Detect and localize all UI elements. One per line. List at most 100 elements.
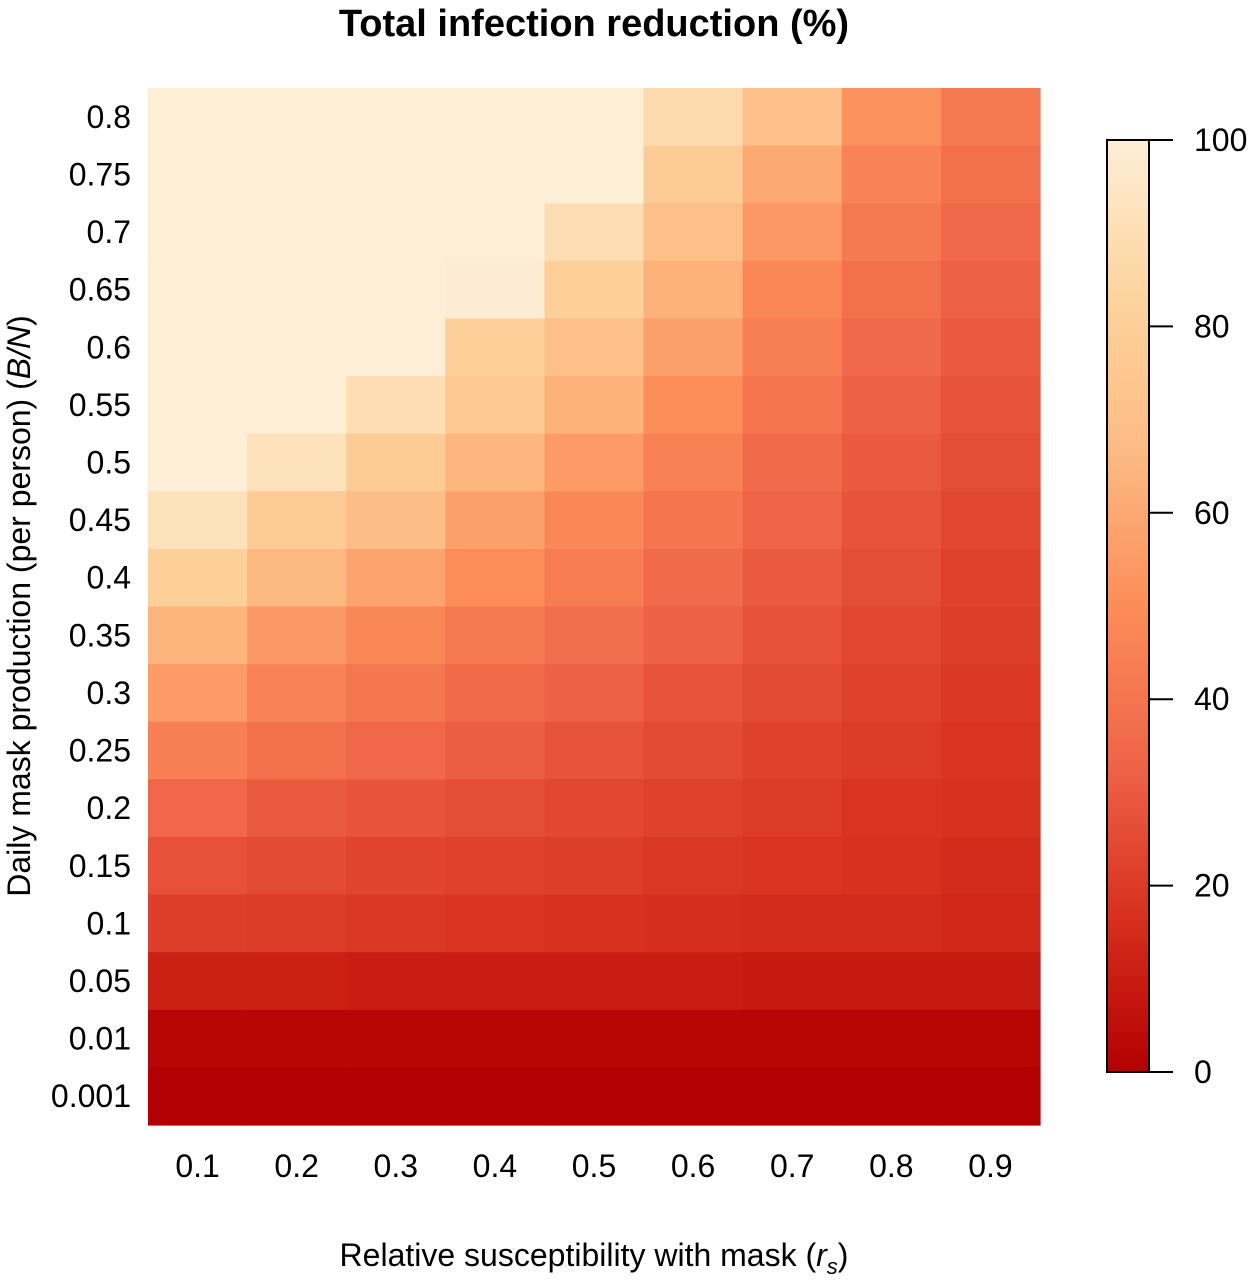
heatmap-cell: [841, 318, 942, 377]
heatmap-cell: [346, 721, 446, 780]
heatmap-cell: [841, 145, 942, 204]
heatmap-cell: [742, 606, 843, 665]
heatmap-cell: [148, 606, 248, 665]
heatmap-cell: [247, 260, 347, 320]
heatmap-cell: [940, 145, 1041, 204]
heatmap-cell: [445, 548, 546, 608]
heatmap-cell: [742, 721, 843, 780]
heatmap-cell: [940, 1009, 1041, 1068]
heatmap-cell: [346, 260, 446, 320]
heatmap-cell: [346, 1067, 446, 1126]
y-tick-label: 0.1: [87, 905, 131, 941]
heatmap-cell: [247, 894, 347, 953]
heatmap-cell: [544, 1067, 645, 1126]
heatmap-cell: [742, 260, 843, 320]
heatmap-cell: [940, 952, 1041, 1011]
heatmap-cell: [544, 376, 645, 435]
heatmap-cell: [742, 779, 843, 838]
heatmap-cell: [742, 376, 843, 435]
heatmap-cell: [445, 779, 546, 838]
heatmap-cell: [841, 606, 942, 665]
heatmap-cell: [247, 1067, 347, 1126]
y-tick-label: 0.01: [69, 1021, 131, 1057]
heatmap-cell: [346, 318, 446, 377]
heatmap-cell: [544, 721, 645, 780]
heatmap-cell: [841, 548, 942, 608]
heatmap-cell: [544, 548, 645, 608]
heatmap-cell: [544, 606, 645, 665]
heatmap-cell: [445, 894, 546, 953]
heatmap-cell: [148, 1067, 248, 1126]
x-tick-label: 0.8: [869, 1148, 913, 1184]
colorbar-tick-label: 100: [1194, 122, 1247, 158]
heatmap-cell: [940, 260, 1041, 320]
heatmap-cell: [841, 836, 942, 896]
heatmap-cell: [247, 145, 347, 204]
y-axis-label-symbol: B/N: [1, 325, 37, 379]
heatmap-cell: [445, 606, 546, 665]
heatmap-cell: [445, 318, 546, 377]
y-tick-label: 0.45: [69, 502, 131, 538]
heatmap-cell: [148, 203, 248, 262]
heatmap-cell: [841, 376, 942, 435]
colorbar: [1106, 139, 1150, 1073]
y-tick-label: 0.65: [69, 272, 131, 308]
heatmap-cell: [148, 376, 248, 435]
x-tick-label: 0.3: [374, 1148, 418, 1184]
heatmap-cell: [247, 376, 347, 435]
heatmap-cell: [940, 1067, 1041, 1126]
heatmap-cell: [445, 721, 546, 780]
heatmap-cell: [742, 952, 843, 1011]
y-tick-label: 0.75: [69, 156, 131, 192]
heatmap-cell: [742, 548, 843, 608]
x-axis-label-subscript: s: [827, 1254, 838, 1279]
y-tick-label: 0.15: [69, 848, 131, 884]
heatmap-cell: [643, 260, 744, 320]
heatmap-cell: [247, 88, 347, 147]
heatmap-cell: [445, 376, 546, 435]
heatmap-cell: [346, 952, 446, 1011]
heatmap-cell: [148, 548, 248, 608]
heatmap-cell: [643, 1067, 744, 1126]
heatmap-cell: [148, 88, 248, 147]
heatmap-cell: [148, 433, 248, 492]
heatmap-cell: [346, 88, 446, 147]
heatmap-cell: [940, 491, 1041, 550]
heatmap-cell: [544, 952, 645, 1011]
heatmap-cell: [247, 203, 347, 262]
x-tick-label: 0.1: [175, 1148, 219, 1184]
heatmap-cell: [544, 779, 645, 838]
heatmap-cell: [742, 88, 843, 147]
heatmap-cell: [544, 491, 645, 550]
x-tick-label: 0.2: [274, 1148, 318, 1184]
heatmap-cell: [643, 1009, 744, 1068]
x-axis-label-symbol: r: [816, 1237, 828, 1273]
y-tick-label: 0.4: [87, 560, 131, 596]
colorbar-tick-label: 0: [1194, 1054, 1212, 1090]
heatmap-cell: [445, 203, 546, 262]
heatmap-cell: [643, 145, 744, 204]
heatmap-cell: [445, 145, 546, 204]
heatmap-cell: [841, 664, 942, 723]
heatmap-cell: [544, 88, 645, 147]
heatmap-cell: [247, 433, 347, 492]
heatmap-cell: [148, 664, 248, 723]
heatmap-cell: [445, 260, 546, 320]
heatmap-cell: [940, 779, 1041, 838]
heatmap-cell: [445, 88, 546, 147]
heatmap-cell: [247, 491, 347, 550]
heatmap-cell: [247, 664, 347, 723]
heatmap-cell: [544, 260, 645, 320]
heatmap-cell: [148, 894, 248, 953]
heatmap-cell: [742, 203, 843, 262]
heatmap-cell: [841, 779, 942, 838]
heatmap-cell: [445, 952, 546, 1011]
x-axis-label-text: Relative susceptibility with mask (: [340, 1237, 817, 1273]
y-tick-label: 0.6: [87, 329, 131, 365]
y-axis-label-text: Daily mask production (per person) (: [1, 379, 37, 897]
heatmap-cell: [148, 145, 248, 204]
x-axis-label: Relative susceptibility with mask (rs): [340, 1237, 849, 1279]
heatmap-cell: [841, 721, 942, 780]
